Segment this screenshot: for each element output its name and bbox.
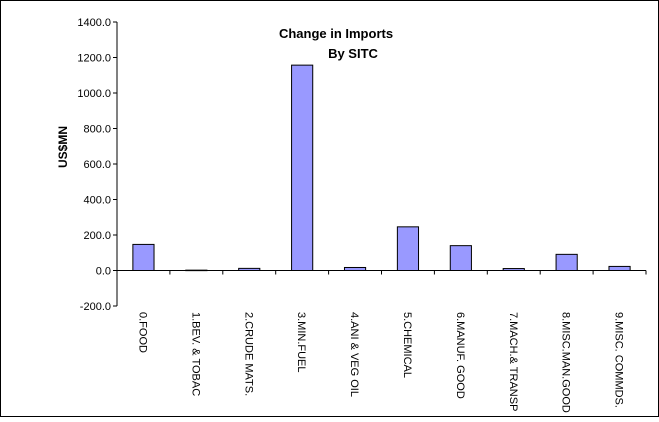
bar [343, 266, 367, 272]
y-tick-label: 1400.0 [77, 17, 111, 29]
bar [238, 267, 261, 271]
bar [449, 245, 472, 271]
y-tick-label: 1000.0 [77, 88, 111, 100]
bar [185, 269, 208, 272]
chart-subtitle: By SITC [328, 46, 378, 61]
bar [291, 64, 314, 271]
chart-title: Change in Imports [279, 26, 393, 41]
y-tick-label: -200.0 [80, 301, 111, 313]
x-category-label: 1.BEV. & TOBAC [189, 312, 201, 396]
x-category-label: 2.CRUDE MATS. [242, 312, 254, 396]
y-tick-label: 0.0 [96, 266, 111, 278]
y-tick-label: 400.0 [83, 195, 111, 207]
bar [555, 253, 578, 272]
y-tick-label: 1200.0 [77, 53, 111, 65]
x-category-label: 6.MANUF. GOOD [454, 312, 466, 399]
bars-layer [132, 64, 631, 272]
bar [132, 243, 155, 272]
y-tick-label: 200.0 [83, 230, 111, 242]
labels-layer: 0.FOOD 1.BEV. & TOBAC 2.CRUDE MATS. 3.MIN.F… [136, 312, 624, 413]
bar [396, 226, 420, 272]
bar [608, 265, 631, 272]
y-tick-label: 600.0 [83, 159, 111, 171]
x-category-label: 8.MISC.MAN.GOOD [560, 312, 572, 413]
y-tick-label: 800.0 [83, 124, 111, 136]
y-axis-label: US$MN [56, 126, 70, 168]
x-category-label: 3.MIN.FUEL [295, 312, 307, 373]
x-category-label: 7.MACH.& TRANSP [507, 312, 519, 411]
x-category-label: 0.FOOD [136, 312, 148, 353]
bar [502, 268, 525, 271]
x-category-label: 5.CHEMICAL [401, 312, 413, 378]
x-category-label: 4.ANI & VEG OIL [348, 312, 360, 397]
x-category-label: 9.MISC. COMMDS. [613, 312, 625, 408]
